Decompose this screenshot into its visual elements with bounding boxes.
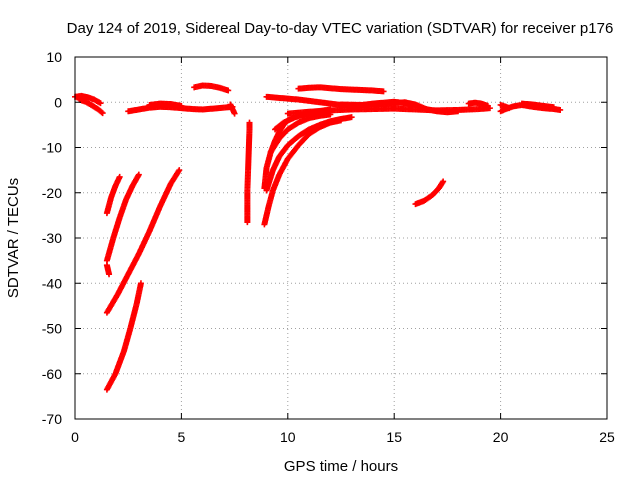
- x-tick-label: 15: [386, 429, 402, 445]
- series-rise-b: [103, 171, 142, 264]
- series-flat-h: [518, 100, 557, 111]
- data-point: [550, 104, 557, 111]
- data-point: [484, 102, 491, 109]
- series-flat-g: [497, 101, 513, 112]
- series-flat-d: [338, 99, 462, 116]
- y-tick-label: -20: [42, 185, 62, 201]
- chart-title: Day 124 of 2019, Sidereal Day-to-day VTE…: [67, 20, 614, 37]
- y-tick-label: 10: [46, 49, 62, 65]
- data-point: [506, 105, 513, 112]
- series-flat-b: [295, 84, 387, 95]
- x-tick-label: 5: [178, 429, 186, 445]
- y-tick-label: -60: [42, 366, 62, 382]
- series-dropout-pts: [244, 119, 253, 226]
- data-point: [176, 167, 183, 174]
- y-tick-label: -30: [42, 230, 62, 246]
- y-tick-label: -40: [42, 275, 62, 291]
- x-axis-label: GPS time / hours: [284, 458, 398, 475]
- data-point: [106, 271, 113, 278]
- x-tick-label: 25: [599, 429, 615, 445]
- data-point: [380, 88, 387, 95]
- series-rise-c: [103, 262, 113, 278]
- data-point: [348, 114, 355, 121]
- series-arc-a: [72, 92, 104, 107]
- x-tick-label: 20: [493, 429, 509, 445]
- data-point: [440, 178, 447, 185]
- series-rise-a: [103, 173, 123, 217]
- marks-layer: [72, 82, 564, 393]
- y-axis-label: SDTVAR / TECUs: [5, 178, 22, 298]
- y-tick-label: -70: [42, 411, 62, 427]
- series-recovery-d: [267, 111, 334, 156]
- data-point: [244, 219, 251, 226]
- series-arc-b: [76, 96, 106, 117]
- y-tick-label: 0: [54, 94, 62, 110]
- data-point: [116, 173, 123, 180]
- data-point: [557, 106, 564, 113]
- series-arc-e: [191, 82, 232, 94]
- series-rise-d: [103, 167, 183, 316]
- data-point: [455, 108, 462, 115]
- data-point: [98, 109, 105, 116]
- ticks-layer: [74, 56, 608, 420]
- x-tick-label: 10: [280, 429, 296, 445]
- x-tick-label: 0: [71, 429, 79, 445]
- data-point: [225, 87, 232, 94]
- data-point: [135, 171, 142, 178]
- series-flat-e: [465, 99, 491, 109]
- y-tick-label: -10: [42, 140, 62, 156]
- y-tick-label: -50: [42, 321, 62, 337]
- series-recovery-c: [263, 114, 355, 194]
- series-arc-f: [227, 101, 238, 117]
- data-point: [178, 102, 185, 109]
- series-arc-d: [146, 100, 185, 109]
- data-point: [137, 280, 144, 287]
- data-point: [97, 100, 104, 107]
- series-rise-e: [103, 280, 144, 393]
- tick-labels-layer: 0 5 10 15 20 25 -70 -60 -50 -40 -30 -20 -10 0 10: [42, 49, 615, 445]
- series-late-rise: [412, 178, 447, 208]
- data-point: [231, 110, 238, 117]
- data-point: [99, 110, 106, 117]
